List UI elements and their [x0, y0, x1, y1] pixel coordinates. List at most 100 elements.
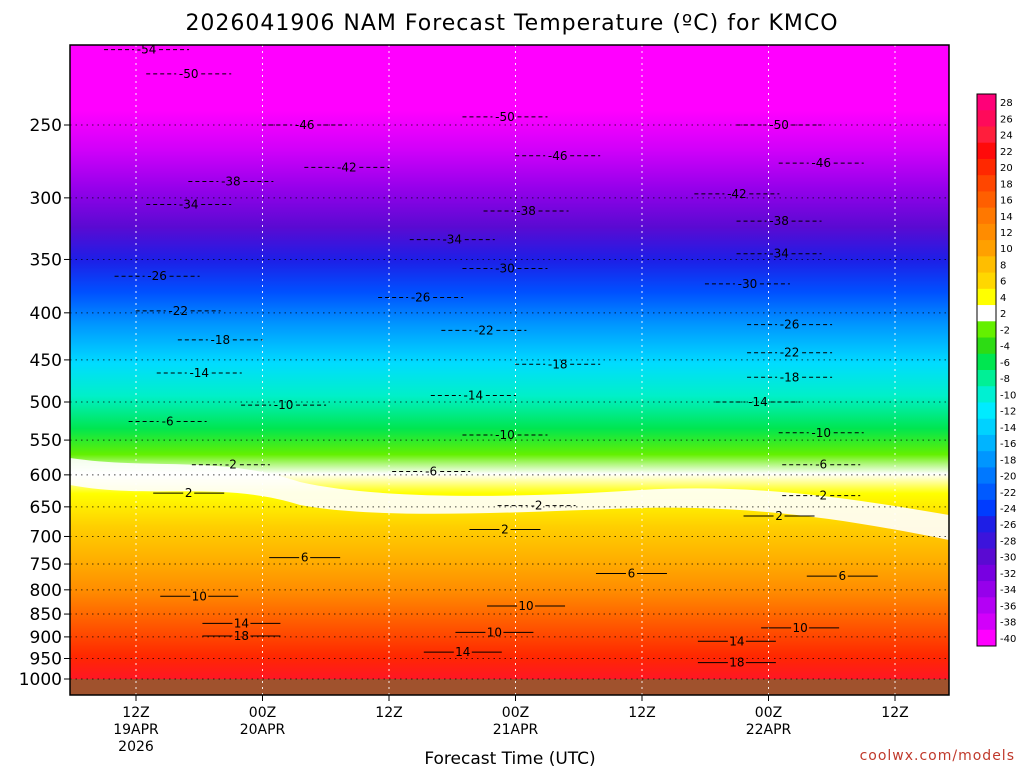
x-tick-label: 00Z	[249, 705, 276, 721]
colorbar-swatch	[977, 272, 996, 290]
isotherm-label: -22	[168, 304, 188, 318]
isotherm-label: -2	[815, 489, 827, 503]
colorbar-swatch	[977, 629, 996, 647]
isotherm-label: 10	[192, 589, 207, 603]
colorbar-label: -30	[1000, 553, 1016, 564]
isotherm-label: -10	[811, 426, 831, 440]
colorbar-label: 16	[1000, 196, 1013, 207]
isotherm-label: 14	[729, 634, 744, 648]
x-tick-label: 12Z	[628, 705, 655, 721]
isotherm-label: 10	[518, 599, 533, 613]
credit-text: coolwx.com/models	[860, 748, 1015, 764]
isotherm-label: -22	[780, 346, 800, 360]
y-tick-label: 500	[30, 393, 62, 413]
isotherm-label: -38	[769, 214, 789, 228]
isotherm-label: -26	[411, 291, 431, 305]
colorbar-label: -12	[1000, 407, 1016, 418]
colorbar-swatch	[977, 142, 996, 160]
freezing-band	[70, 458, 949, 540]
x-tick-label: 12Z	[122, 705, 149, 721]
isotherm-label: 14	[234, 616, 249, 630]
isotherm-label: -6	[162, 414, 174, 428]
colorbar-swatch	[977, 158, 996, 176]
isotherm-label: -14	[464, 389, 484, 403]
plot-frame	[69, 44, 950, 696]
x-tick-label: 00Z	[755, 705, 782, 721]
isotherm-label: -26	[147, 269, 167, 283]
colorbar-swatch	[977, 613, 996, 631]
colorbar-swatch	[977, 418, 996, 436]
colorbar-label: -24	[1000, 504, 1016, 515]
isotherm-label: -18	[548, 357, 568, 371]
colorbar-label: -14	[1000, 423, 1016, 434]
isotherm-label: -50	[769, 118, 789, 132]
colorbar-swatch	[977, 516, 996, 533]
x-tick-label: 00Z	[502, 705, 529, 721]
colorbar-swatch	[977, 581, 996, 598]
colorbar-label: -6	[1000, 358, 1010, 369]
x-axis-label: Forecast Time (UTC)	[424, 749, 595, 768]
isotherm-label: -50	[495, 110, 515, 124]
colorbar-label: 2	[1000, 309, 1006, 320]
colorbar-swatch	[977, 386, 996, 403]
isotherm-labels: -54 -50 -50 -50 -46 -46 -46 -42 -42 -38 -38 -38 -34 -…	[104, 45, 878, 670]
isotherm-label: 10	[792, 621, 807, 635]
isotherm-label: -22	[474, 323, 494, 337]
y-tick-label: 950	[30, 650, 62, 670]
y-tick-label: 750	[30, 555, 62, 575]
colorbar-swatch	[977, 256, 996, 274]
colorbar-swatch	[977, 402, 996, 420]
isotherm-label: -46	[548, 149, 568, 163]
colorbar-swatch	[977, 126, 996, 144]
isotherm-label: 2	[775, 509, 783, 523]
colorbar-swatch	[977, 337, 996, 355]
temperature-field	[70, 45, 949, 695]
x-tick-label: 19APR	[113, 722, 159, 738]
colorbar-swatch	[977, 451, 996, 468]
isotherm-label: -42	[727, 187, 747, 201]
colorbar-swatch	[977, 207, 996, 225]
isotherm-label: -26	[780, 318, 800, 332]
colorbar-label: 10	[1000, 244, 1013, 255]
colorbar-label: -4	[1000, 342, 1010, 353]
x-tick-label: 22APR	[746, 722, 792, 738]
colorbar-label: 26	[1000, 114, 1013, 125]
y-tick-label: 300	[30, 189, 62, 209]
x-tick-label: 20APR	[240, 722, 286, 738]
colorbar-swatch	[977, 110, 996, 127]
isotherm-label: 6	[628, 567, 636, 581]
isotherm-label: -14	[748, 395, 768, 409]
y-tick-label: 550	[30, 431, 62, 451]
colorbar-swatch	[977, 564, 996, 582]
colorbar-label: -18	[1000, 455, 1016, 466]
isotherm-label: 6	[301, 551, 309, 565]
colorbar-swatch	[977, 483, 996, 501]
chart-title: 2026041906 NAM Forecast Temperature (ºC)…	[185, 11, 838, 36]
isotherm-label: -18	[211, 333, 231, 347]
y-tick-label: 350	[30, 250, 62, 270]
isotherm-label: -2	[531, 499, 543, 513]
colorbar-swatch	[977, 434, 996, 452]
y-tick-label: 450	[30, 351, 62, 371]
x-tick-label: 12Z	[375, 705, 402, 721]
colorbar-label: 8	[1000, 260, 1006, 271]
colorbar-label: -28	[1000, 536, 1016, 547]
y-tick-label: 650	[30, 498, 62, 518]
colorbar-label: -10	[1000, 390, 1016, 401]
isotherm-label: 18	[234, 629, 249, 643]
colorbar-label: -32	[1000, 569, 1016, 580]
colorbar-swatch	[977, 467, 996, 485]
colorbar-label: 12	[1000, 228, 1013, 239]
colorbar-label: -16	[1000, 439, 1016, 450]
colorbar-swatch	[977, 321, 996, 339]
y-axis: 250 300 350 400 450 500 550 600 650 700 750 800 850 9…	[19, 116, 70, 690]
colorbar-label: 22	[1000, 147, 1013, 158]
isotherm-label: -50	[179, 67, 199, 81]
isotherm-label: 6	[838, 569, 846, 583]
isotherm-label: -42	[337, 160, 357, 174]
isotherm-label: 2	[185, 486, 193, 500]
isotherm-label: -38	[516, 204, 536, 218]
isotherm-label: 14	[455, 645, 470, 659]
isotherm-label: -46	[295, 118, 315, 132]
